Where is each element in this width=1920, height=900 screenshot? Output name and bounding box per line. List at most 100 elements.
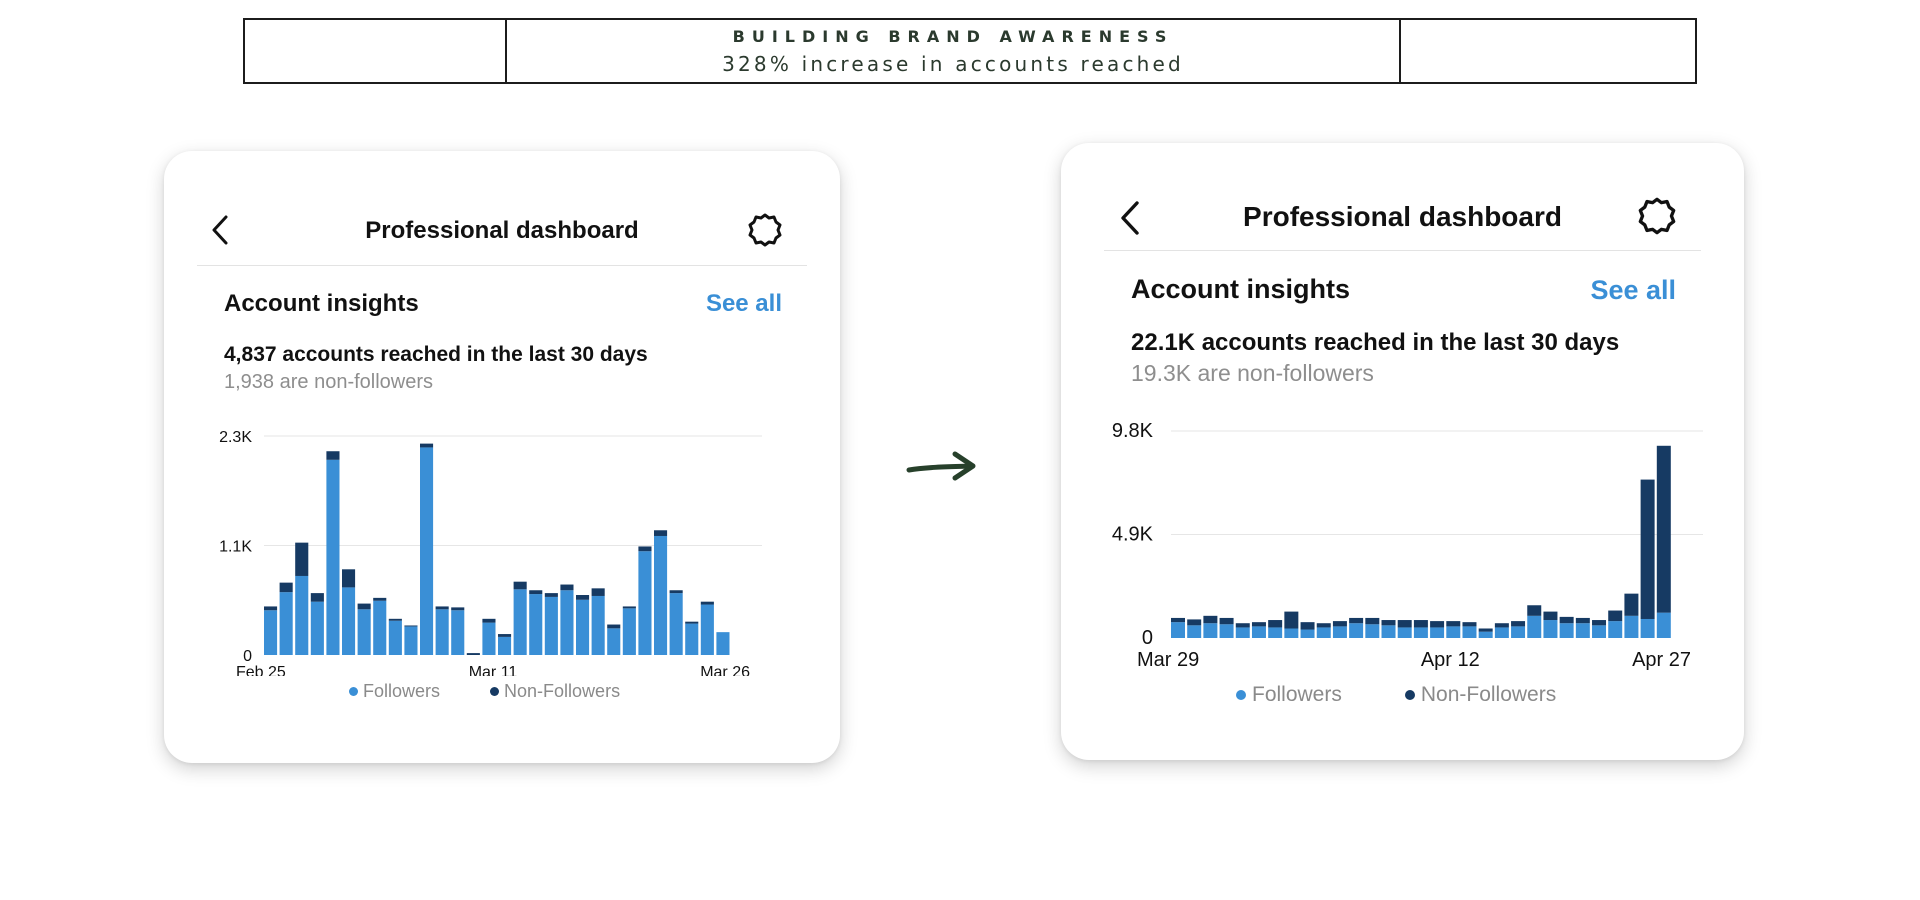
- chart-legend: Followers Non-Followers: [1236, 683, 1556, 707]
- bar-followers: [1527, 615, 1542, 638]
- bar-non-followers: [420, 443, 434, 448]
- y-tick-label: 1.1K: [219, 539, 252, 556]
- section-title: Account insights: [1131, 274, 1351, 304]
- bar-non-followers: [1462, 622, 1477, 627]
- bar-non-followers: [1430, 621, 1445, 628]
- settings-gear-icon[interactable]: [1636, 195, 1678, 237]
- bar-followers: [1656, 612, 1671, 638]
- bar-followers: [1284, 628, 1299, 638]
- bar-non-followers: [1203, 615, 1218, 624]
- settings-gear-icon[interactable]: [746, 211, 784, 249]
- bar-followers: [638, 551, 652, 655]
- card-header: Professional dashboard: [1061, 199, 1744, 235]
- bar-followers: [1478, 631, 1493, 638]
- bar-non-followers: [373, 597, 387, 601]
- bar-followers: [388, 620, 402, 655]
- bar-followers: [1203, 623, 1218, 638]
- reach-bar-chart: 0 4.9K 9.8K Mar 29 Apr 12 Apr 27: [1112, 420, 1703, 671]
- bar-non-followers: [1268, 620, 1283, 628]
- bar-non-followers: [576, 595, 590, 600]
- x-tick-label: Mar 11: [469, 664, 518, 676]
- bar-followers: [1251, 626, 1266, 638]
- legend-label-followers: Followers: [363, 681, 441, 701]
- bar-followers: [1332, 626, 1347, 638]
- header-divider: [197, 265, 807, 266]
- bar-non-followers: [669, 590, 683, 594]
- dashboard-card-before: Professional dashboard Account insights …: [164, 151, 840, 763]
- back-icon[interactable]: [1117, 199, 1143, 237]
- bar-followers: [1171, 622, 1185, 638]
- bar-followers: [1300, 629, 1315, 638]
- bar-non-followers: [685, 621, 699, 624]
- bar-non-followers: [700, 601, 714, 605]
- bar-non-followers: [1171, 617, 1185, 623]
- bar-non-followers: [1559, 616, 1574, 624]
- bar-followers: [513, 589, 527, 655]
- bar-followers: [326, 459, 340, 655]
- bar-non-followers: [1349, 617, 1364, 624]
- y-tick-label: 4.9K: [1112, 524, 1154, 546]
- back-icon[interactable]: [208, 213, 232, 247]
- banner-title: BUILDING BRAND AWARENESS: [732, 26, 1174, 46]
- bar-followers: [1543, 620, 1558, 638]
- bar-followers: [279, 592, 293, 655]
- y-tick-label: 0: [243, 648, 252, 665]
- bar-followers: [1624, 615, 1639, 638]
- bar-non-followers: [1413, 620, 1428, 628]
- bar-followers: [295, 575, 309, 655]
- bar-non-followers: [1381, 620, 1396, 626]
- see-all-link[interactable]: See all: [705, 290, 782, 317]
- card-title: Professional dashboard: [1243, 201, 1562, 232]
- banner-subtitle: 328% increase in accounts reached: [722, 51, 1184, 76]
- bar-followers: [1446, 626, 1461, 638]
- legend-dot-followers: [349, 687, 358, 696]
- bar-non-followers: [466, 653, 480, 655]
- bar-followers: [1494, 627, 1509, 638]
- bar-non-followers: [1316, 623, 1331, 628]
- bar-non-followers: [1608, 610, 1623, 622]
- bar-followers: [1397, 627, 1412, 638]
- banner-left-cell: [245, 20, 507, 82]
- bar-followers: [1559, 623, 1574, 638]
- legend-item-followers: Followers: [349, 681, 440, 702]
- bar-non-followers: [1219, 617, 1234, 625]
- reach-bar-chart: 0 1.1K 2.3K Feb 25 Mar 11 Mar 26: [219, 429, 762, 676]
- bar-non-followers: [544, 593, 558, 597]
- bar-non-followers: [342, 569, 356, 588]
- bar-non-followers: [607, 624, 621, 629]
- bar-followers: [560, 590, 574, 655]
- header-banner: BUILDING BRAND AWARENESS 328% increase i…: [243, 18, 1697, 84]
- bar-non-followers: [1235, 623, 1250, 628]
- bar-followers: [482, 622, 496, 655]
- bar-non-followers: [1332, 621, 1347, 627]
- header-divider: [1104, 250, 1701, 251]
- bar-non-followers: [1251, 622, 1266, 627]
- x-tick-label: Apr 12: [1421, 649, 1480, 671]
- y-tick-label: 2.3K: [219, 429, 252, 446]
- x-tick-label: Feb 25: [236, 664, 286, 676]
- bar-followers: [404, 626, 418, 655]
- x-tick-label: Mar 26: [700, 664, 750, 676]
- bar-non-followers: [310, 593, 324, 602]
- see-all-link[interactable]: See all: [1590, 275, 1676, 305]
- bar-non-followers: [591, 588, 605, 596]
- bar-non-followers: [498, 634, 512, 637]
- bar-non-followers: [1511, 621, 1526, 627]
- legend-dot-non-followers: [1404, 690, 1415, 700]
- bar-non-followers: [529, 590, 543, 595]
- bar-non-followers: [1478, 628, 1493, 632]
- legend-label-non-followers: Non-Followers: [504, 681, 621, 701]
- bar-non-followers: [1365, 617, 1380, 625]
- bar-non-followers: [654, 530, 668, 536]
- bar-followers: [342, 587, 356, 655]
- non-followers-text: 19.3K are non-followers: [1131, 360, 1374, 386]
- bar-non-followers: [1284, 611, 1299, 629]
- bar-followers: [1592, 625, 1607, 638]
- bar-non-followers: [482, 618, 496, 623]
- bar-followers: [1575, 623, 1590, 638]
- bar-followers: [576, 599, 590, 655]
- bar-followers: [1268, 627, 1283, 638]
- bar-non-followers: [326, 451, 340, 460]
- bar-followers: [1640, 618, 1655, 638]
- bar-followers: [591, 595, 605, 655]
